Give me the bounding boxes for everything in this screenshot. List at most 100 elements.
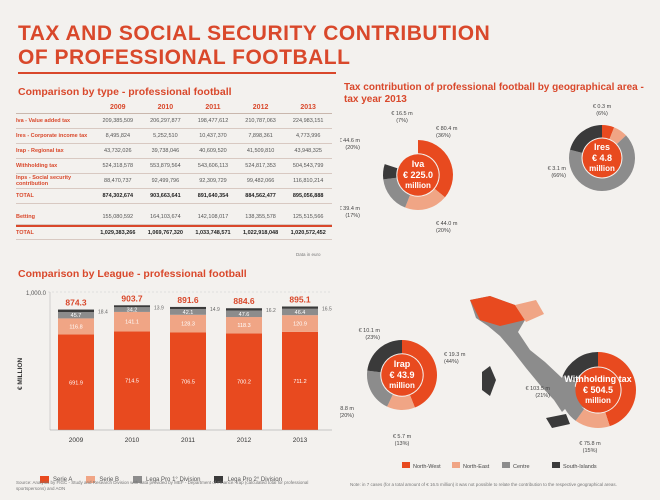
note-footer: Note: in 7 cases (for a total amount of … xyxy=(350,482,617,487)
donut-label: € 3.1 m xyxy=(548,166,567,172)
table-cell: 8,495,824 xyxy=(105,133,131,139)
table-title: Comparison by type - professional footba… xyxy=(18,86,232,98)
donut-slice xyxy=(387,394,415,410)
bar-value-label: 700.2 xyxy=(237,380,251,386)
donut-amount: € 4.8 xyxy=(592,153,612,163)
table-cell: 504,543,799 xyxy=(292,163,324,169)
table-row-label: Withholding tax xyxy=(16,163,58,169)
bar-value-label: 141.1 xyxy=(125,320,139,326)
donut-unit: million xyxy=(405,181,431,190)
bar-segment xyxy=(114,307,150,312)
page-title-line1: TAX AND SOCIAL SECURITY CONTRIBUTION xyxy=(18,22,491,45)
geo-legend-label: North-West xyxy=(413,464,441,470)
table-cell: 1,022,918,048 xyxy=(242,230,279,236)
table-cell: 99,482,066 xyxy=(246,178,275,184)
x-tick-label: 2011 xyxy=(181,437,195,444)
legend-item: Serie A xyxy=(40,476,72,483)
table-cell: 2013 xyxy=(300,104,316,111)
table-cell: 1,020,572,452 xyxy=(290,230,326,236)
table-cell: 874,302,674 xyxy=(102,193,134,199)
table-cell: 884,562,477 xyxy=(245,193,276,199)
type-table: 2009 2010 2011 2012 2013 Iva - Value added ta… xyxy=(16,102,332,240)
table-cell: 2010 xyxy=(157,104,174,111)
bar-value-label: 13.9 xyxy=(154,305,164,311)
table-cell: 40,609,520 xyxy=(199,148,227,154)
donut-amount: € 504.5 xyxy=(583,385,613,395)
table-grand-total-row: TOTAL 1,029,383,266 1,069,767,320 1,033,748… xyxy=(16,225,332,240)
donut-label: € 44.6 m xyxy=(340,138,360,144)
donut-label: € 103.5 m xyxy=(526,386,551,392)
bar-value-label: 34.2 xyxy=(127,308,138,314)
legend-label: Lega Pro 1° Division xyxy=(146,476,201,483)
title-rule xyxy=(18,72,336,74)
table-cell: 1,069,767,320 xyxy=(147,230,183,236)
table-cell: 92,309,729 xyxy=(199,178,227,184)
donut-unit: million xyxy=(389,381,415,390)
table-cell: 198,477,612 xyxy=(197,118,229,124)
table-row: Ires - Corporate income tax 8,495,824 5,25… xyxy=(16,129,332,144)
sardinia xyxy=(482,366,496,396)
donut-label: € 10.1 m xyxy=(359,328,381,334)
table-row: Iva - Value added tax 209,385,509 206,297,… xyxy=(16,114,332,129)
table-cell: 155,080,592 xyxy=(102,214,134,220)
legend-label: Serie B xyxy=(99,476,120,483)
table-cell: 39,738,046 xyxy=(151,148,180,154)
table-row: Inps - Social security contribution 88,47… xyxy=(16,174,332,189)
donut-amount: € 43.9 xyxy=(389,370,414,380)
donut-title: Irap xyxy=(394,359,411,369)
donut-label-pct: (17%) xyxy=(345,213,360,219)
table-row: Irap - Regional tax 43,732,026 39,738,046 4… xyxy=(16,144,332,159)
source-footer: Source: Analysis by FIGC - Study and Res… xyxy=(16,480,309,491)
page-title: TAX AND SOCIAL SECURITY CONTRIBUTION OF … xyxy=(18,22,490,70)
bar-segment xyxy=(226,308,262,311)
table-cell: 4,773,996 xyxy=(295,133,321,139)
bar-total-label: 884.6 xyxy=(233,296,255,306)
donut-amount: € 225.0 xyxy=(403,170,433,180)
table-total-row: TOTAL 874,302,674 903,663,641 891,640,354 88… xyxy=(16,189,332,204)
bar-total-label: 895.1 xyxy=(289,294,311,304)
donut-slice xyxy=(569,135,635,191)
table-row-label: Betting xyxy=(16,214,35,220)
table-cell: 164,103,674 xyxy=(150,214,181,220)
page-title-line2: OF PROFESSIONAL FOOTBALL xyxy=(18,46,351,69)
geo-legend-label: South-Islands xyxy=(563,464,597,470)
bar-value-label: 45.7 xyxy=(71,313,82,319)
legend-swatch xyxy=(214,476,224,483)
bar-segment xyxy=(114,305,150,308)
bar-segment xyxy=(170,306,206,309)
donut-title: Withholding tax xyxy=(564,374,631,384)
bar-segment xyxy=(282,308,318,316)
table-row-label: TOTAL xyxy=(16,230,34,236)
donut-center xyxy=(575,367,621,413)
donut-slice xyxy=(383,164,398,180)
table-row-label: Inps - Social security contribution xyxy=(16,175,72,187)
bar-segment xyxy=(170,308,206,315)
italy-north-west xyxy=(470,296,525,326)
sicily xyxy=(546,414,570,428)
donut-slice xyxy=(602,125,615,139)
bar-segment xyxy=(114,331,150,430)
table-cell: 206,297,877 xyxy=(150,118,181,124)
table-cell: 10,437,370 xyxy=(199,133,227,139)
table-cell: 2009 xyxy=(110,104,126,111)
y-axis-label: € MILLION xyxy=(17,358,24,390)
table-note: Data in euro xyxy=(296,252,321,257)
table-cell: 210,787,063 xyxy=(245,118,276,124)
donut-unit: million xyxy=(589,164,615,173)
league-legend: Serie A Serie B Lega Pro 1° Division Lega P… xyxy=(40,476,282,483)
table-cell: 92,499,796 xyxy=(151,178,180,184)
legend-label: Serie A xyxy=(53,476,73,483)
bar-value-label: 16.2 xyxy=(266,308,276,314)
donut-slice xyxy=(383,177,411,208)
donut-label-pct: (36%) xyxy=(436,133,451,139)
table-cell: 209,385,509 xyxy=(102,118,134,124)
donut-label: € 75.8 m xyxy=(579,441,601,447)
league-bar-chart: 1,000.0 € MILLION 691.9 116.8 45.7 18.4 874.3 2… xyxy=(17,291,332,444)
legend-label: Lega Pro 2° Division xyxy=(227,476,282,483)
table-cell: 41,509,810 xyxy=(246,148,275,154)
table-cell: 2011 xyxy=(205,104,221,111)
y-tick-label: 1,000.0 xyxy=(26,291,47,297)
table-cell: 553,879,564 xyxy=(150,163,181,169)
table-cell: 1,029,383,266 xyxy=(100,230,136,236)
bar-value-label: 118.3 xyxy=(237,323,250,329)
